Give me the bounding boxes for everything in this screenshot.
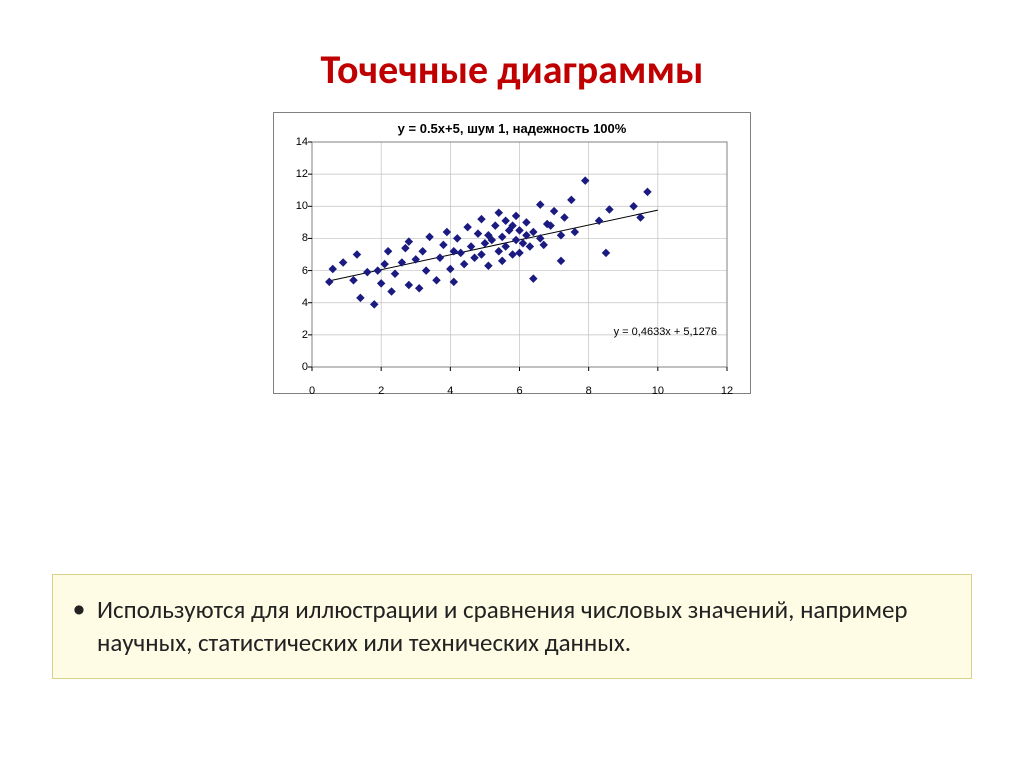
chart-container: y = 0.5x+5, шум 1, надежность 100% y = 0…	[0, 112, 1024, 394]
x-tick-label: 10	[652, 385, 664, 397]
bullet-icon: •	[61, 593, 97, 623]
caption-box: • Используются для иллюстрации и сравнен…	[52, 574, 972, 680]
x-tick-label: 0	[309, 385, 315, 397]
y-tick-label: 14	[284, 136, 308, 148]
svg-text:y = 0,4633x + 5,1276: y = 0,4633x + 5,1276	[614, 326, 717, 338]
plot-area: y = 0,4633x + 5,1276 02468101214 0246810…	[312, 142, 727, 367]
x-tick-label: 12	[721, 385, 733, 397]
slide-title: Точечные диаграммы	[0, 0, 1024, 94]
y-tick-label: 10	[284, 200, 308, 212]
x-tick-label: 2	[378, 385, 384, 397]
scatter-svg: y = 0,4633x + 5,1276	[312, 142, 727, 367]
y-tick-label: 0	[284, 361, 308, 373]
slide: Точечные диаграммы y = 0.5x+5, шум 1, на…	[0, 0, 1024, 767]
x-tick-label: 4	[447, 385, 453, 397]
x-tick-label: 6	[516, 385, 522, 397]
y-tick-label: 6	[284, 265, 308, 277]
y-tick-label: 2	[284, 329, 308, 341]
y-tick-label: 8	[284, 232, 308, 244]
y-tick-label: 4	[284, 297, 308, 309]
caption-text: Используются для иллюстрации и сравнения…	[97, 593, 947, 661]
y-tick-label: 12	[284, 168, 308, 180]
chart-title: y = 0.5x+5, шум 1, надежность 100%	[282, 121, 742, 136]
x-tick-label: 8	[586, 385, 592, 397]
scatter-chart: y = 0.5x+5, шум 1, надежность 100% y = 0…	[273, 112, 751, 394]
